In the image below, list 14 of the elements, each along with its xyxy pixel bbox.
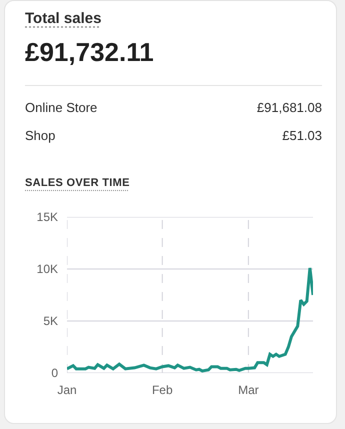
y-tick-label: 15K <box>36 210 58 224</box>
chart-title: Total sales <box>25 10 102 27</box>
x-tick-label: Feb <box>152 383 173 397</box>
text: £91,681.08 <box>256 99 322 117</box>
x-tick-label: Mar <box>238 383 259 397</box>
text: £51.03 <box>282 127 322 145</box>
y-tick-label: 5K <box>43 314 58 328</box>
x-tick-label: Jan <box>57 383 77 397</box>
chart-subtitle: £91,732.11 <box>25 37 154 68</box>
text: Shop <box>25 127 56 145</box>
y-tick-label: 0 <box>51 366 58 380</box>
text: Online Store <box>25 99 98 117</box>
y-tick-label: 10K <box>36 262 58 276</box>
text: SALES OVER TIME <box>25 177 130 189</box>
